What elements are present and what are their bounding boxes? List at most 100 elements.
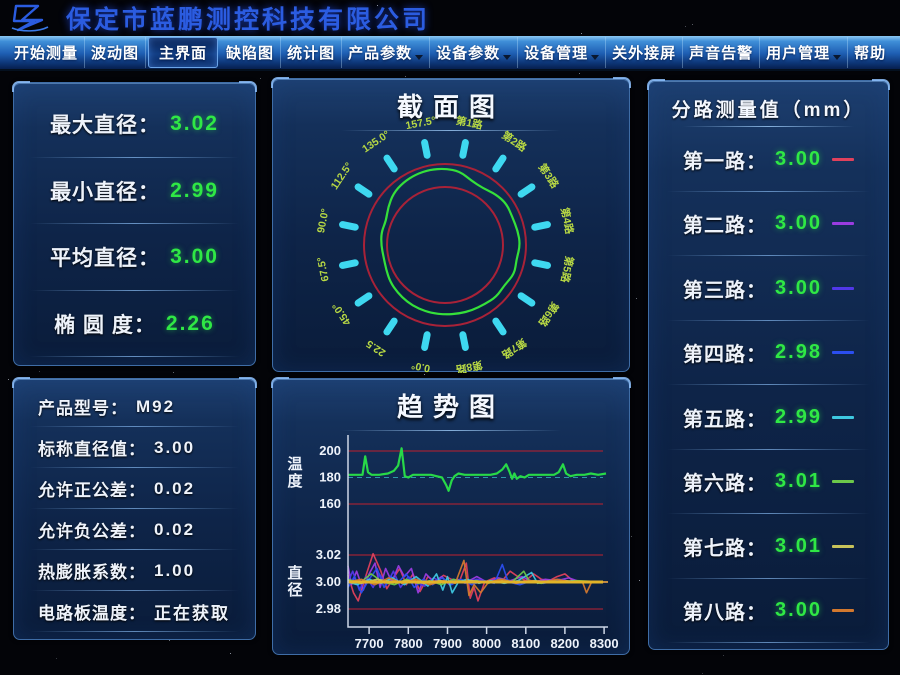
svg-text:0.0°: 0.0° (410, 359, 431, 373)
min-diameter-row: 最小直径： 2.99 (24, 158, 245, 224)
channel-1-series-color (831, 157, 854, 161)
thermal-coefficient-row: 热膨胀系数： 1.00 (24, 550, 245, 591)
svg-text:8000: 8000 (472, 636, 501, 651)
channel-7-series-color (831, 544, 854, 548)
menu-item-main-screen[interactable]: 主界面 (148, 37, 219, 68)
row-divider (30, 549, 239, 550)
title-underline (340, 430, 562, 431)
row-divider (30, 156, 239, 158)
channel-8-series-color (831, 609, 854, 613)
channel-3-series-color (831, 286, 854, 290)
menu-item-product-params[interactable]: 产品参数 (342, 37, 431, 68)
svg-text:157.5°: 157.5° (405, 115, 437, 133)
channel-4-row: 第四路： 2.98 (659, 321, 878, 385)
svg-text:200: 200 (319, 443, 341, 458)
channel-5-value: 2.99 (775, 405, 822, 428)
channel-2-label: 第二路： (683, 215, 768, 238)
ovality-label: 椭 圆 度： (54, 313, 156, 337)
menu-item-device-params[interactable]: 设备参数 (430, 37, 519, 68)
avg-diameter-value: 3.00 (170, 245, 219, 269)
product-model-value: M92 (136, 396, 176, 416)
channel-3-row: 第三路： 3.00 (659, 256, 878, 321)
title-underline (340, 130, 562, 131)
min-diameter-label: 最小直径： (50, 180, 161, 204)
menu-item-statistics-chart[interactable]: 统计图 (281, 37, 343, 68)
cross-section-title: 截面图 (396, 92, 505, 122)
min-diameter-value: 2.99 (170, 178, 219, 202)
channel-6-label: 第六路： (683, 473, 768, 496)
channel-4-label: 第四路： (683, 344, 768, 367)
svg-text:22.5: 22.5 (364, 337, 388, 358)
channel-3-value: 3.00 (775, 276, 822, 299)
channel-measurements-panel: 分路测量值（mm） 第一路： 3.00 第二路： 3.00 第三路： 3.00 … (647, 79, 890, 650)
ovality-value: 2.26 (165, 311, 215, 335)
plus-tolerance-row: 允许正公差： 0.02 (24, 468, 245, 509)
svg-text:第6路: 第6路 (535, 299, 561, 329)
channel-1-value: 3.00 (775, 147, 822, 170)
svg-text:第5路: 第5路 (558, 255, 576, 284)
max-diameter-label: 最大直径： (50, 114, 161, 138)
title-bar: 保定市蓝鹏测控科技有限公司 (0, 0, 900, 36)
channel-7-label: 第七路： (683, 537, 768, 560)
channel-1-row: 第一路： 3.00 (659, 127, 878, 192)
row-divider (30, 356, 239, 357)
menu-item-device-manage[interactable]: 设备管理 (518, 37, 607, 68)
diameter-summary-panel: 最大直径： 3.02 最小直径： 2.99 平均直径： 3.00 椭 圆 度： … (12, 81, 257, 366)
row-divider (30, 631, 239, 632)
avg-diameter-label: 平均直径： (50, 247, 161, 271)
svg-text:7700: 7700 (355, 636, 384, 651)
row-divider (667, 384, 870, 385)
svg-text:温度: 温度 (287, 456, 303, 490)
channel-8-row: 第八路： 3.00 (659, 579, 878, 643)
row-divider (667, 448, 870, 450)
svg-text:直径: 直径 (287, 564, 302, 599)
svg-text:第4路: 第4路 (558, 206, 576, 235)
menu-item-wave-chart[interactable]: 波动图 (85, 37, 147, 68)
row-divider (667, 513, 870, 514)
channel-2-row: 第二路： 3.00 (659, 192, 878, 256)
minus-tolerance-label: 允许负公差： (38, 522, 146, 541)
dropdown-arrow-icon (415, 55, 424, 60)
menu-item-sound-alarm[interactable]: 声音告警 (683, 37, 761, 68)
svg-text:8100: 8100 (511, 636, 540, 651)
menu-bar: 开始测量 波动图 主界面 缺陷图 统计图 产品参数 设备参数 设备管理 关外接屏… (0, 36, 900, 71)
product-model-row: 产品型号： M92 (24, 386, 245, 427)
menu-item-user-manage[interactable]: 用户管理 (760, 37, 849, 68)
svg-text:3.00: 3.00 (316, 574, 341, 589)
board-temperature-row: 电路板温度： 正在获取 (24, 591, 245, 632)
svg-text:第8路: 第8路 (454, 358, 483, 373)
svg-text:67.5°: 67.5° (315, 256, 332, 283)
cross-section-panel: 截面图 第1路 第2路 第3路 第4路 第5路 第6路 第7路 第8路 0.0° 22.5 45.0… (271, 77, 631, 373)
avg-diameter-row: 平均直径： 3.00 (24, 224, 245, 291)
channel-6-series-color (831, 480, 854, 484)
max-diameter-row: 最大直径： 3.02 (24, 91, 245, 158)
svg-text:第7路: 第7路 (499, 336, 529, 362)
channel-2-value: 3.00 (775, 212, 822, 235)
product-model-label: 产品型号： (38, 399, 128, 418)
menu-item-help[interactable]: 帮助 (854, 45, 887, 62)
channel-1-label: 第一路： (683, 150, 768, 173)
menu-item-start-measure[interactable]: 开始测量 (8, 37, 86, 68)
channel-5-series-color (831, 415, 854, 419)
svg-text:8300: 8300 (590, 636, 619, 651)
svg-text:第1路: 第1路 (455, 114, 484, 132)
channel-7-row: 第七路： 3.01 (659, 514, 878, 579)
svg-text:45.0°: 45.0° (330, 300, 354, 327)
row-divider (30, 289, 239, 291)
dropdown-arrow-icon (503, 55, 512, 60)
svg-text:7800: 7800 (394, 636, 423, 651)
thermal-coefficient-value: 1.00 (154, 560, 196, 580)
nominal-diameter-value: 3.00 (154, 437, 196, 457)
minus-tolerance-row: 允许负公差： 0.02 (24, 509, 245, 550)
channel-panel-title: 分路测量值（mm） (671, 100, 866, 121)
menu-item-defect-chart[interactable]: 缺陷图 (220, 37, 282, 68)
svg-text:112.5°: 112.5° (329, 160, 356, 192)
max-diameter-value: 3.02 (170, 112, 219, 136)
title-underline (683, 126, 854, 127)
svg-text:7900: 7900 (433, 636, 462, 651)
row-divider (667, 319, 870, 321)
row-divider (667, 255, 870, 256)
menu-item-external-screen[interactable]: 关外接屏 (606, 37, 684, 68)
row-divider (667, 190, 870, 192)
